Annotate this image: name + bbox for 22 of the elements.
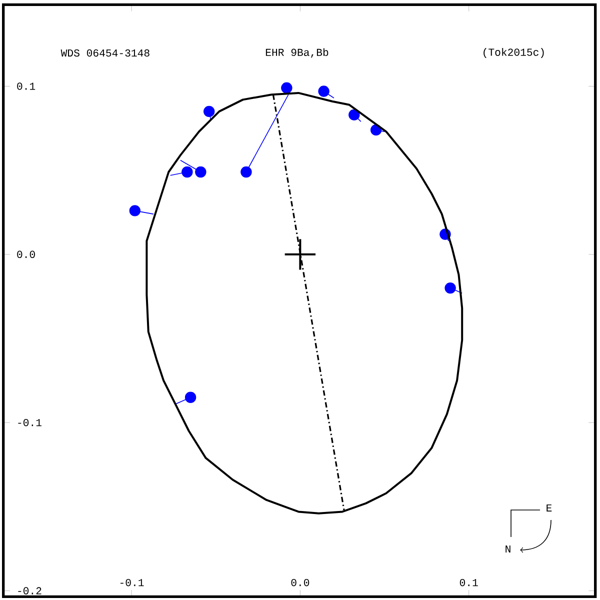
y-tick-label: 0.1 bbox=[17, 82, 36, 90]
text: EHR 9Ba,Bb bbox=[266, 48, 328, 58]
x-tick-label: -0.1 bbox=[120, 578, 144, 586]
point bbox=[184, 392, 196, 403]
point bbox=[240, 166, 252, 178]
annotation: E bbox=[546, 504, 552, 512]
point bbox=[281, 82, 292, 94]
point bbox=[348, 109, 360, 120]
y-tick-label: -0.1 bbox=[18, 418, 42, 426]
point bbox=[129, 205, 140, 216]
annotation: (Tok2015c) bbox=[484, 48, 544, 58]
point bbox=[195, 166, 206, 178]
point bbox=[444, 282, 456, 294]
text: WDS 06454-3148 bbox=[60, 49, 150, 57]
point bbox=[318, 86, 330, 97]
point bbox=[182, 166, 193, 178]
x-tick-label: 0.1 bbox=[460, 578, 478, 586]
x-tick-label: 0.0 bbox=[291, 578, 310, 586]
y-tick-label: 0.0 bbox=[17, 250, 35, 258]
y-tick-label: -0.2 bbox=[18, 587, 42, 594]
point bbox=[204, 106, 215, 118]
annotation: N bbox=[506, 546, 510, 552]
